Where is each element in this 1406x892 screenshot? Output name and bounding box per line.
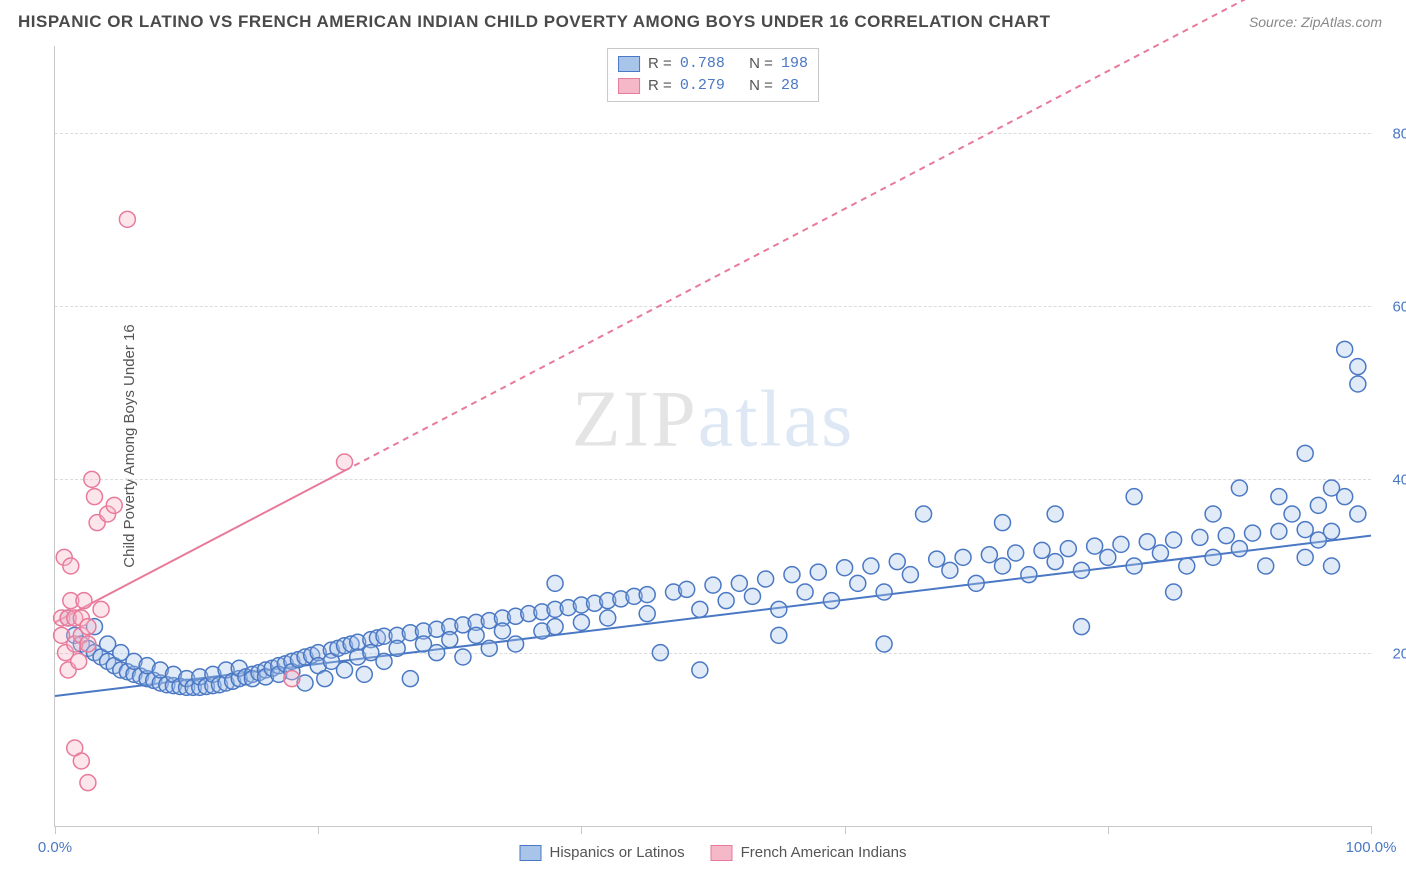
- legend-label-hispanics: Hispanics or Latinos: [550, 844, 685, 861]
- legend-series: Hispanics or Latinos French American Ind…: [520, 844, 907, 861]
- legend-label-french-ai: French American Indians: [741, 844, 907, 861]
- chart-svg: [55, 46, 1371, 826]
- legend-n-hispanics: 198: [781, 53, 808, 75]
- legend-r-hispanics: 0.788: [680, 53, 725, 75]
- legend-r-prefix: R =: [648, 75, 672, 97]
- y-tick-label: 60.0%: [1379, 299, 1406, 316]
- chart-plot-area: ZIPatlas 20.0%40.0%60.0%80.0% 0.0%100.0%…: [54, 46, 1371, 827]
- legend-swatch-hispanics-b: [520, 845, 542, 861]
- legend-n-french-ai: 28: [781, 75, 799, 97]
- chart-title: HISPANIC OR LATINO VS FRENCH AMERICAN IN…: [18, 12, 1050, 32]
- y-tick-label: 80.0%: [1379, 125, 1406, 142]
- legend-n-prefix: N =: [749, 53, 773, 75]
- legend-item-hispanics: Hispanics or Latinos: [520, 844, 685, 861]
- legend-stats: R = 0.788 N = 198 R = 0.279 N = 28: [607, 48, 819, 102]
- legend-r-french-ai: 0.279: [680, 75, 725, 97]
- y-tick-label: 40.0%: [1379, 472, 1406, 489]
- source-label: Source: ZipAtlas.com: [1249, 14, 1382, 30]
- legend-swatch-hispanics: [618, 56, 640, 72]
- legend-stats-row-2: R = 0.279 N = 28: [618, 75, 808, 97]
- legend-swatch-french-ai: [618, 78, 640, 94]
- legend-stats-row-1: R = 0.788 N = 198: [618, 53, 808, 75]
- legend-swatch-french-ai-b: [711, 845, 733, 861]
- legend-r-prefix: R =: [648, 53, 672, 75]
- legend-item-french-ai: French American Indians: [711, 844, 907, 861]
- x-tick-label: 100.0%: [1346, 839, 1397, 856]
- y-tick-label: 20.0%: [1379, 645, 1406, 662]
- legend-n-prefix: N =: [749, 75, 773, 97]
- x-tick-label: 0.0%: [38, 839, 72, 856]
